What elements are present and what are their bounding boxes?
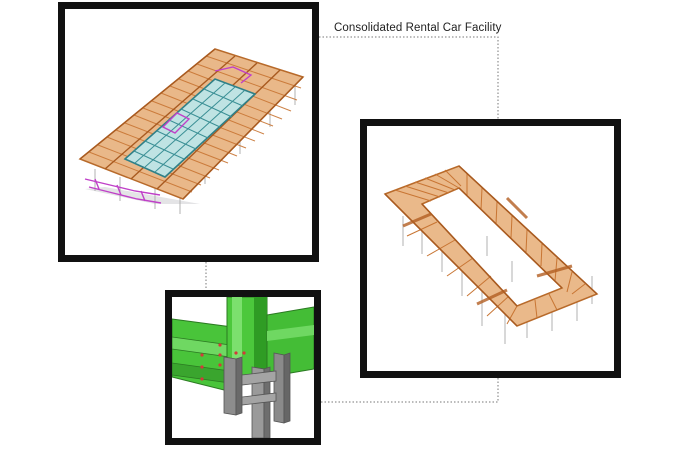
perimeter-roof-model <box>383 165 599 344</box>
main-model-panel <box>58 2 319 262</box>
leader-caption-to-right <box>319 36 499 119</box>
gray-column-left <box>223 356 237 416</box>
gray-column-right <box>273 352 285 424</box>
facility-caption: Consolidated Rental Car Facility <box>334 22 502 34</box>
perimeter-model-panel <box>360 119 621 378</box>
connection-detail-panel <box>165 290 321 445</box>
skylight-frame <box>123 78 257 178</box>
magenta-bracing <box>84 66 253 204</box>
full-roof-model <box>78 48 305 214</box>
connection-detail-model <box>172 297 314 438</box>
leader-detail-to-right <box>321 378 499 403</box>
bolts <box>200 343 246 381</box>
